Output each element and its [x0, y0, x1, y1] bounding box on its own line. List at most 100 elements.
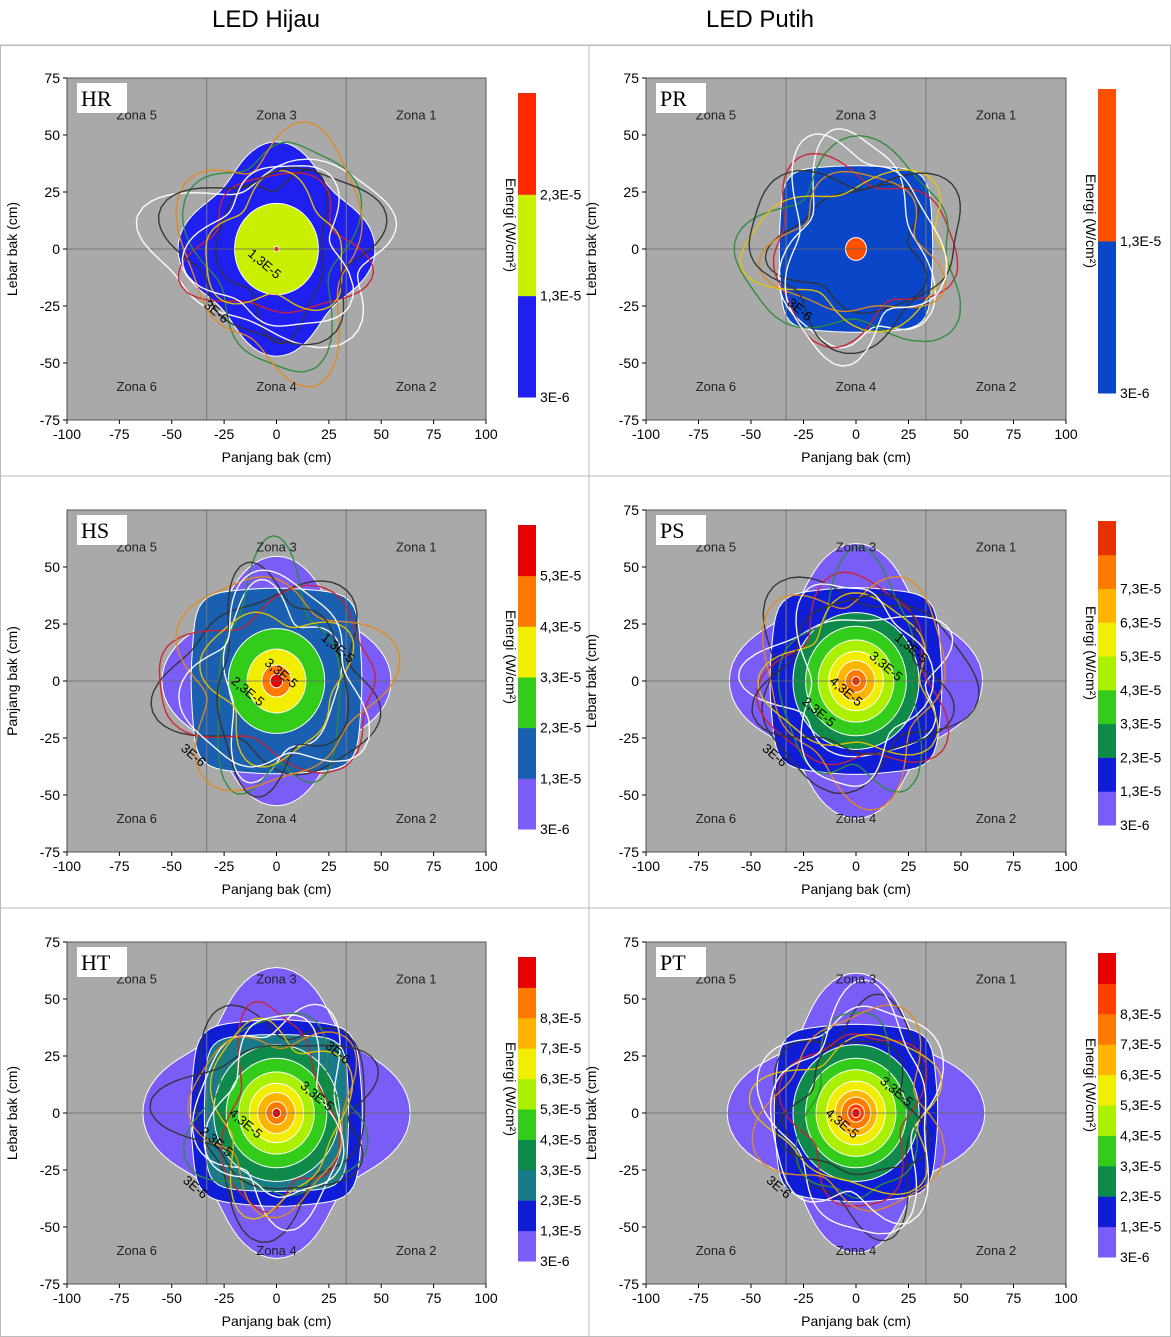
fish-track: [157, 167, 388, 346]
colorbar: 3E-6 1,3E-5 2,3E-5 3,3E-5 4,3E-5 5,3E-5 6,3E-5…: [1083, 953, 1161, 1265]
fish-track: [761, 576, 946, 811]
colorbar-tick-label: 2,3E-5: [1120, 749, 1161, 765]
x-tick-label: -100: [53, 1290, 81, 1306]
colorbar-tick-label: 2,3E-5: [540, 720, 581, 736]
colorbar-tick-label: 3E-6: [540, 1253, 570, 1269]
x-tick-label: 25: [321, 426, 337, 442]
x-tick-label: -25: [793, 1290, 813, 1306]
colorbar-segment: [1098, 1226, 1116, 1258]
y-tick-label: 50: [623, 127, 639, 143]
colorbar-segment: [1098, 1074, 1116, 1106]
x-tick-label: -50: [162, 426, 182, 442]
zone-label: Zona 1: [396, 107, 436, 122]
zone-label: Zona 1: [396, 539, 436, 554]
fish-track: [751, 1004, 946, 1212]
zone-label: Zona 6: [117, 811, 157, 826]
colorbar-segment: [518, 727, 536, 779]
fish-track: [181, 165, 355, 327]
y-tick-label: -75: [619, 844, 639, 860]
x-tick-label: 50: [373, 426, 389, 442]
colorbar-segment: [518, 93, 536, 195]
colorbar-tick-label: 5,3E-5: [1120, 648, 1161, 664]
colorbar-segment: [518, 677, 536, 729]
y-axis-label: Lebar bak (cm): [583, 202, 599, 296]
colorbar-tick-label: 3E-6: [540, 389, 570, 405]
x-tick-label: -100: [53, 858, 81, 874]
x-tick-label: 50: [373, 858, 389, 874]
y-tick-label: 25: [623, 184, 639, 200]
panel-label-box: [77, 83, 127, 113]
colorbar-tick-label: 5,3E-5: [540, 568, 581, 584]
zone-label: Zona 3: [256, 971, 296, 986]
zone-label: Zona 6: [696, 379, 736, 394]
fish-track: [748, 170, 961, 354]
colorbar: 3E-6 1,3E-5 2,3E-5 3,3E-5 4,3E-5 5,3E-5 6,3E-5…: [503, 957, 581, 1269]
x-tick-label: 50: [953, 858, 969, 874]
x-tick-label: -75: [109, 426, 129, 442]
colorbar-label: Energi (W/cm²): [1083, 174, 1099, 268]
y-tick-label: 25: [623, 616, 639, 632]
panel-label-text: PR: [660, 86, 687, 111]
colorbar-segment: [1098, 1196, 1116, 1228]
panel-label: HR: [77, 83, 127, 113]
colorbar-segment: [1098, 757, 1116, 792]
colorbar: 3E-6 1,3E-5 2,3E-5 Energi (W/cm²): [503, 93, 581, 405]
colorbar-segment: [518, 1109, 536, 1140]
colorbar-segment: [1098, 89, 1116, 242]
fish-track: [175, 121, 363, 388]
zone-label: Zona 2: [396, 1243, 436, 1258]
y-axis-label: Lebar bak (cm): [583, 1066, 599, 1160]
x-tick-label: 25: [901, 858, 917, 874]
fish-track: [772, 152, 959, 349]
fish-track: [216, 561, 350, 798]
y-tick-label: -25: [619, 1162, 639, 1178]
panel-label-box: [656, 83, 706, 113]
colorbar-tick-label: 2,3E-5: [540, 1192, 581, 1208]
fish-track: [205, 169, 343, 312]
x-axis-label: Panjang bak (cm): [222, 1313, 332, 1329]
x-tick-label: -100: [632, 1290, 660, 1306]
x-tick-label: 100: [474, 1290, 498, 1306]
colorbar-tick-label: 5,3E-5: [540, 1101, 581, 1117]
y-tick-label: -50: [40, 1219, 60, 1235]
x-axis-label: Panjang bak (cm): [222, 449, 332, 465]
fish-track: [135, 158, 398, 349]
colorbar-segment: [1098, 656, 1116, 691]
x-tick-label: -75: [109, 1290, 129, 1306]
x-tick-label: 75: [426, 426, 442, 442]
x-tick-label: -50: [162, 1290, 182, 1306]
fish-track: [784, 133, 948, 367]
colorbar-segment: [1098, 689, 1116, 725]
zone-label: Zona 4: [836, 379, 876, 394]
zone-label: Zona 6: [117, 379, 157, 394]
colorbar: 3E-6 1,3E-5 Energi (W/cm²): [1083, 89, 1161, 401]
colorbar-segment: [1098, 1105, 1116, 1136]
y-axis-label: Panjang bak (cm): [4, 626, 20, 736]
colorbar-label: Energi (W/cm²): [503, 1042, 519, 1136]
colorbar-tick-label: 3,3E-5: [1120, 1158, 1161, 1174]
colorbar: 3E-6 1,3E-5 2,3E-5 3,3E-5 4,3E-5 5,3E-5 6,3E-5…: [1083, 521, 1161, 833]
fish-track: [175, 576, 401, 792]
y-tick-label: -75: [40, 412, 60, 428]
x-tick-label: -25: [214, 1290, 234, 1306]
colorbar-segment: [1098, 1165, 1116, 1197]
colorbar-tick-label: 3,3E-5: [540, 1162, 581, 1178]
x-axis-label: Panjang bak (cm): [801, 1313, 911, 1329]
x-tick-label: -75: [688, 1290, 708, 1306]
colorbar-tick-label: 2,3E-5: [540, 186, 581, 202]
fish-track: [757, 592, 939, 756]
y-tick-label: -75: [40, 844, 60, 860]
y-tick-label: 25: [44, 1048, 60, 1064]
zone-label: Zona 3: [256, 107, 296, 122]
colorbar-segment: [1098, 1044, 1116, 1076]
y-tick-label: -75: [40, 1276, 60, 1292]
colorbar-label: Energi (W/cm²): [503, 610, 519, 704]
zone-label: Zona 2: [976, 811, 1016, 826]
x-tick-label: 0: [273, 1290, 281, 1306]
zone-label: Zona 1: [976, 971, 1016, 986]
x-tick-label: -100: [53, 426, 81, 442]
colorbar-segment: [1098, 953, 1116, 984]
